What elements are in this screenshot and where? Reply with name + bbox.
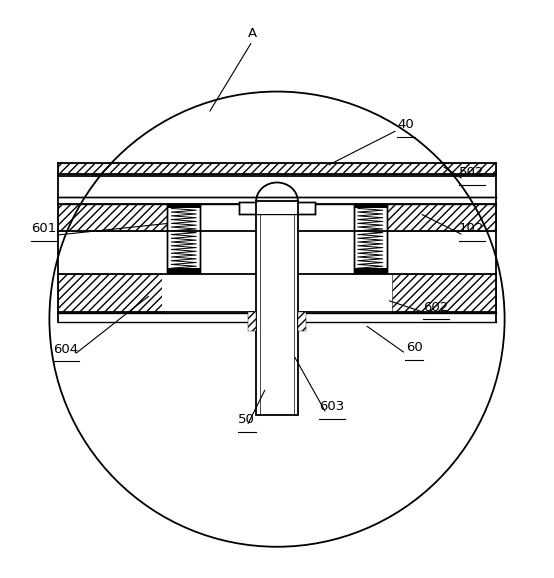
Text: A: A (248, 28, 257, 40)
Bar (354, 204, 387, 273)
Bar (167, 268, 200, 273)
Bar (354, 268, 387, 273)
Bar (58, 204, 167, 231)
Bar (256, 202, 298, 214)
Text: 60: 60 (406, 341, 423, 354)
Bar (239, 202, 315, 214)
Bar (298, 312, 306, 331)
Bar (354, 204, 387, 209)
Text: 40: 40 (398, 118, 414, 131)
Bar (58, 163, 496, 174)
Text: 602: 602 (423, 301, 449, 314)
Text: 604: 604 (53, 343, 79, 356)
Bar (387, 204, 496, 231)
Bar (162, 273, 392, 312)
Text: 502: 502 (459, 166, 484, 179)
Bar (248, 312, 256, 331)
Text: 603: 603 (319, 401, 345, 413)
Bar (58, 313, 496, 322)
Bar (167, 204, 200, 209)
Bar (392, 273, 496, 312)
Bar (256, 201, 298, 415)
Text: 50: 50 (238, 413, 255, 426)
Bar (58, 176, 496, 197)
Bar (58, 197, 496, 204)
Bar (58, 273, 162, 312)
Bar (167, 204, 200, 273)
Text: 601: 601 (31, 222, 57, 235)
Text: 102: 102 (459, 222, 484, 235)
Bar (167, 204, 387, 231)
